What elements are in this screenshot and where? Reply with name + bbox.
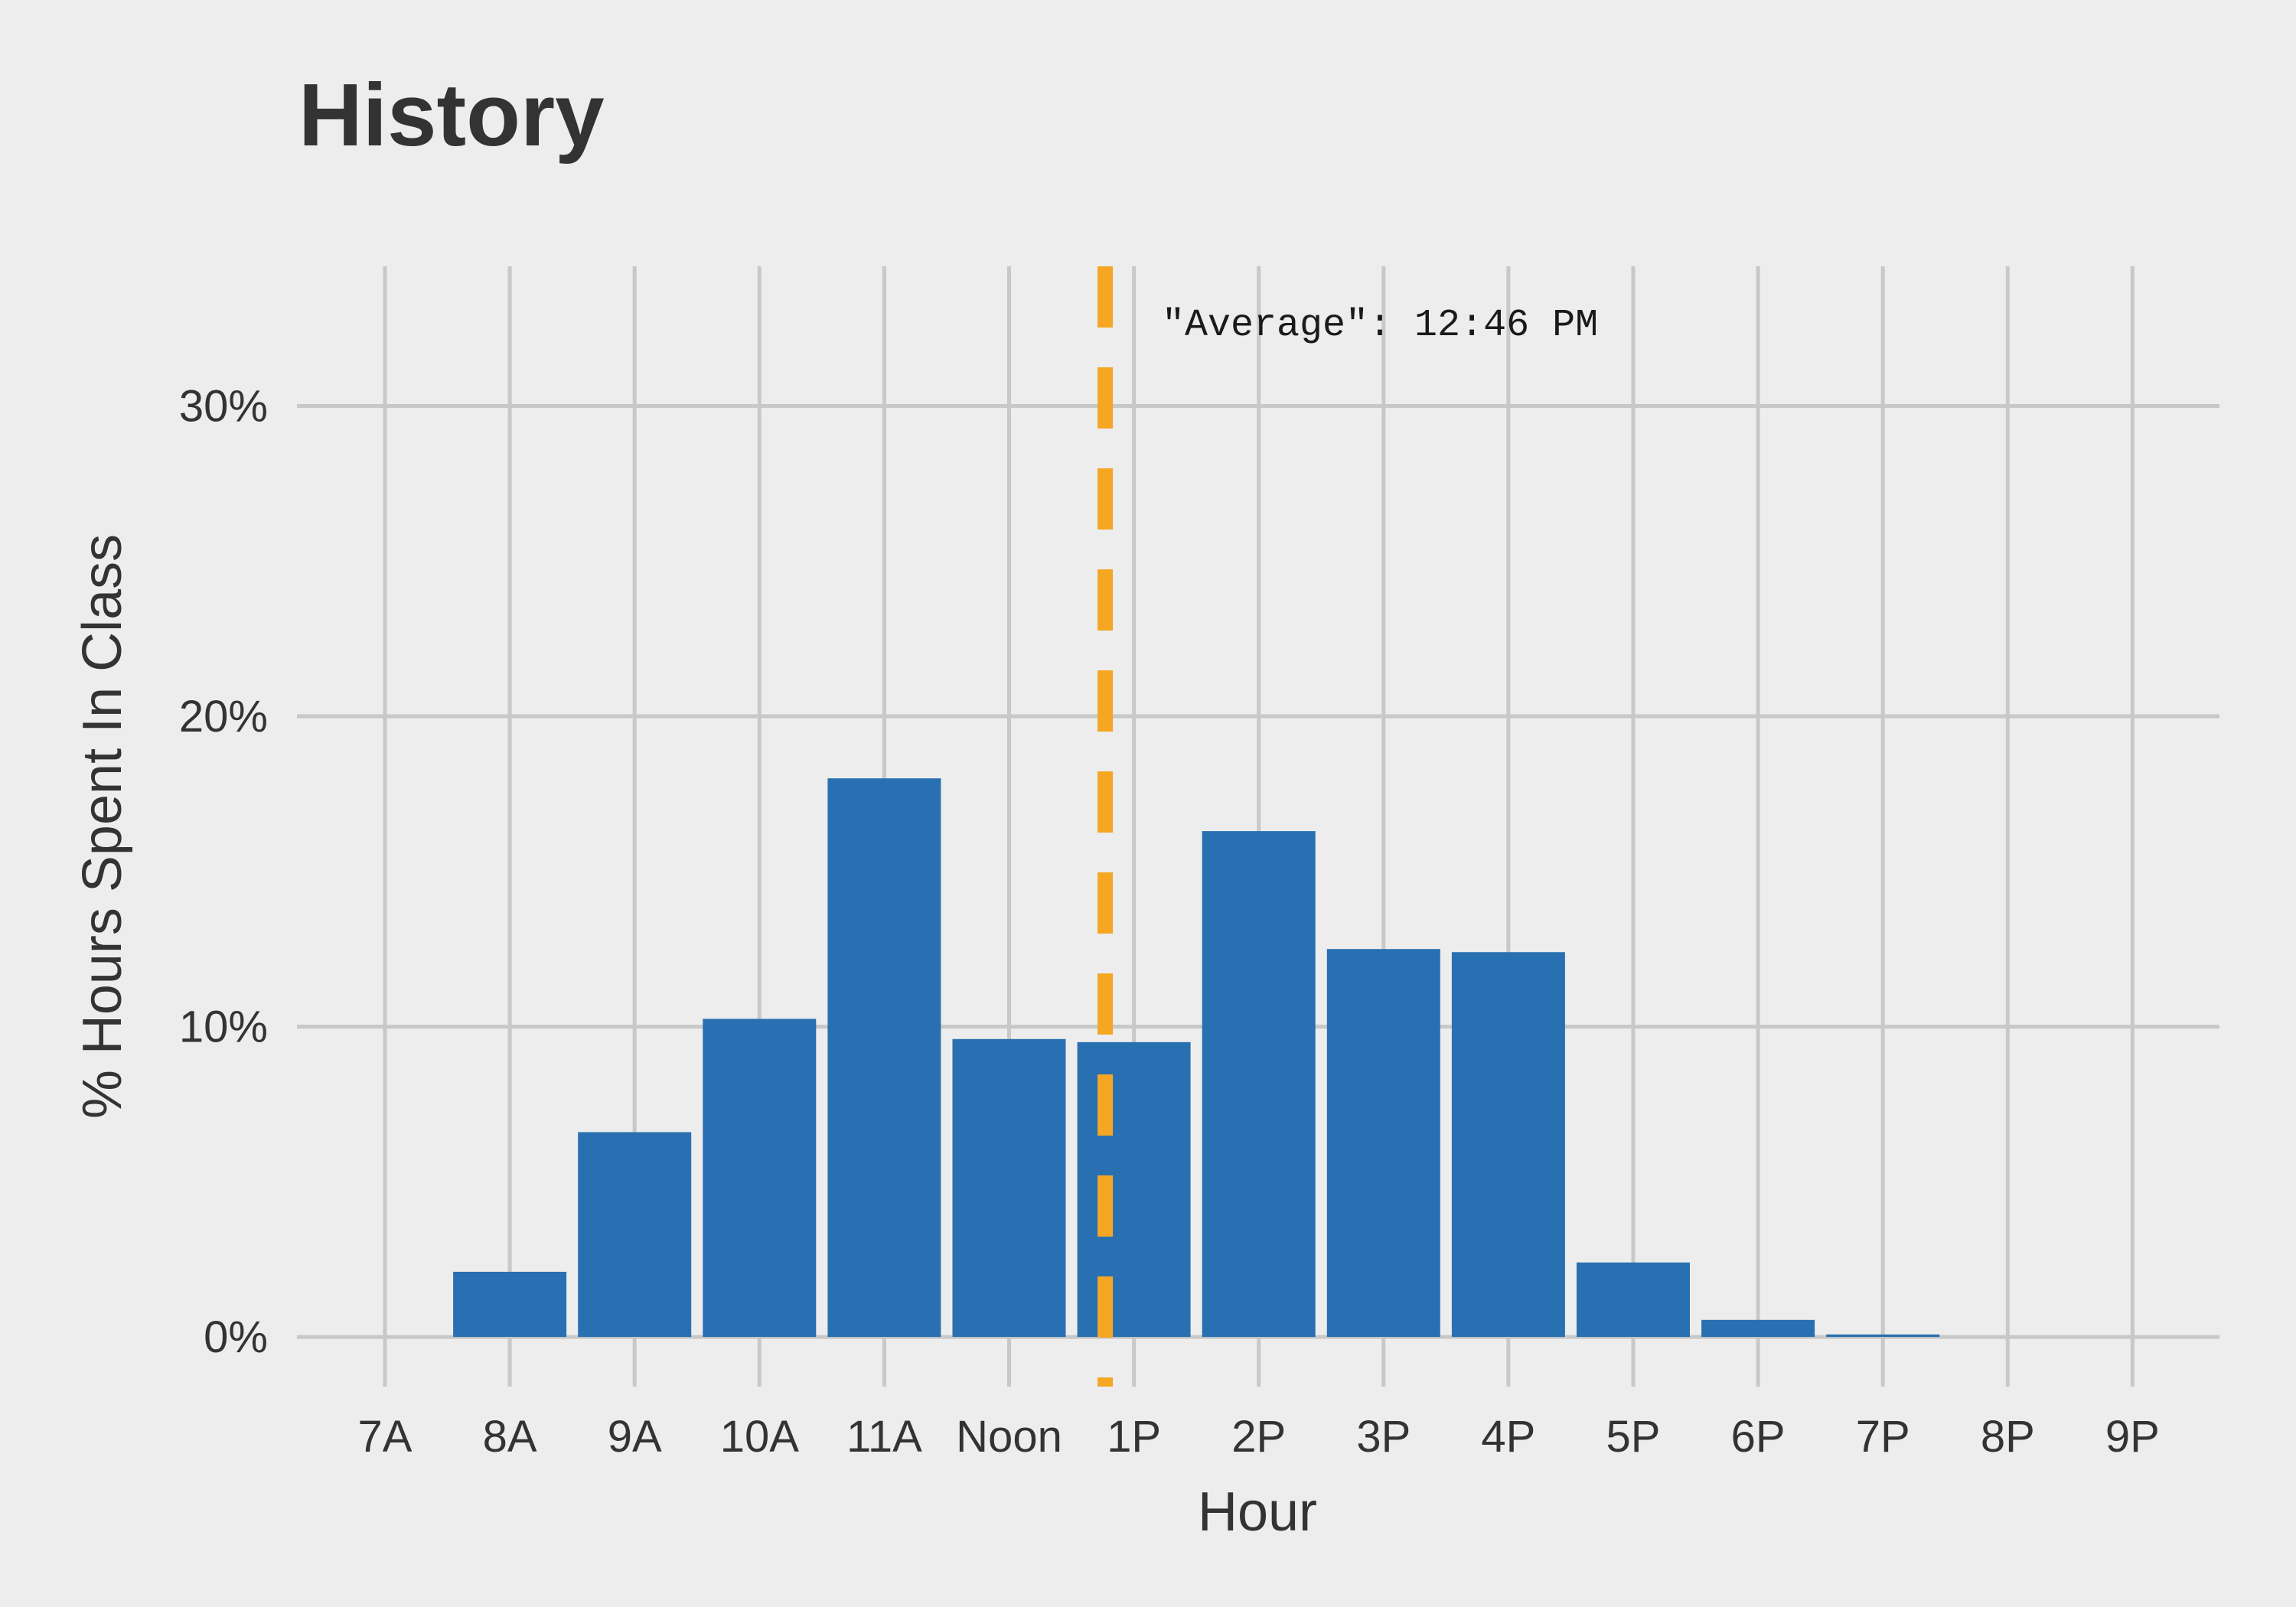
x-tick-label: 10A	[720, 1412, 800, 1462]
x-tick-label: 7P	[1856, 1412, 1910, 1462]
x-axis-label: Hour	[1198, 1482, 1317, 1543]
x-tick-label: 9A	[608, 1412, 662, 1462]
y-axis-ticks: 0% 10% 20% 30%	[179, 381, 268, 1362]
x-tick-label: 6P	[1731, 1412, 1786, 1462]
bar-1p	[1077, 1041, 1191, 1338]
average-annotation: "Average": 12:46 PM	[1162, 304, 1598, 347]
bar-6p	[1701, 1319, 1815, 1338]
x-tick-label: 5P	[1606, 1412, 1661, 1462]
bar-8a	[453, 1271, 567, 1338]
bar-2p	[1202, 831, 1316, 1338]
y-tick-label: 20%	[179, 692, 268, 742]
x-tick-label: 8P	[1981, 1412, 2035, 1462]
bar-noon	[952, 1038, 1066, 1338]
x-tick-label: 9P	[2105, 1412, 2160, 1462]
y-tick-label: 10%	[179, 1002, 268, 1052]
bars	[453, 778, 1940, 1338]
chart-title: History	[298, 65, 605, 165]
y-axis-label: % Hours Spent In Class	[72, 534, 133, 1119]
x-tick-label: Noon	[956, 1412, 1062, 1462]
x-tick-label: 3P	[1356, 1412, 1411, 1462]
y-tick-label: 0%	[204, 1312, 268, 1362]
x-tick-label: 2P	[1231, 1412, 1286, 1462]
x-tick-label: 7A	[358, 1412, 413, 1462]
x-tick-label: 8A	[483, 1412, 537, 1462]
x-tick-label: 4P	[1481, 1412, 1535, 1462]
x-axis-ticks: 7A 8A 9A 10A 11A Noon 1P 2P 3P 4P 5P 6P 7P 8P 9P	[358, 1412, 2160, 1462]
bar-11a	[827, 778, 941, 1338]
bar-7p	[1826, 1334, 1940, 1338]
bar-3p	[1326, 949, 1440, 1338]
x-tick-label: 11A	[846, 1412, 922, 1462]
bar-4p	[1451, 952, 1565, 1338]
bar-10a	[703, 1019, 817, 1338]
x-tick-label: 1P	[1107, 1412, 1161, 1462]
bar-9a	[578, 1132, 692, 1338]
bar-5p	[1577, 1262, 1690, 1338]
y-tick-label: 30%	[179, 381, 268, 431]
